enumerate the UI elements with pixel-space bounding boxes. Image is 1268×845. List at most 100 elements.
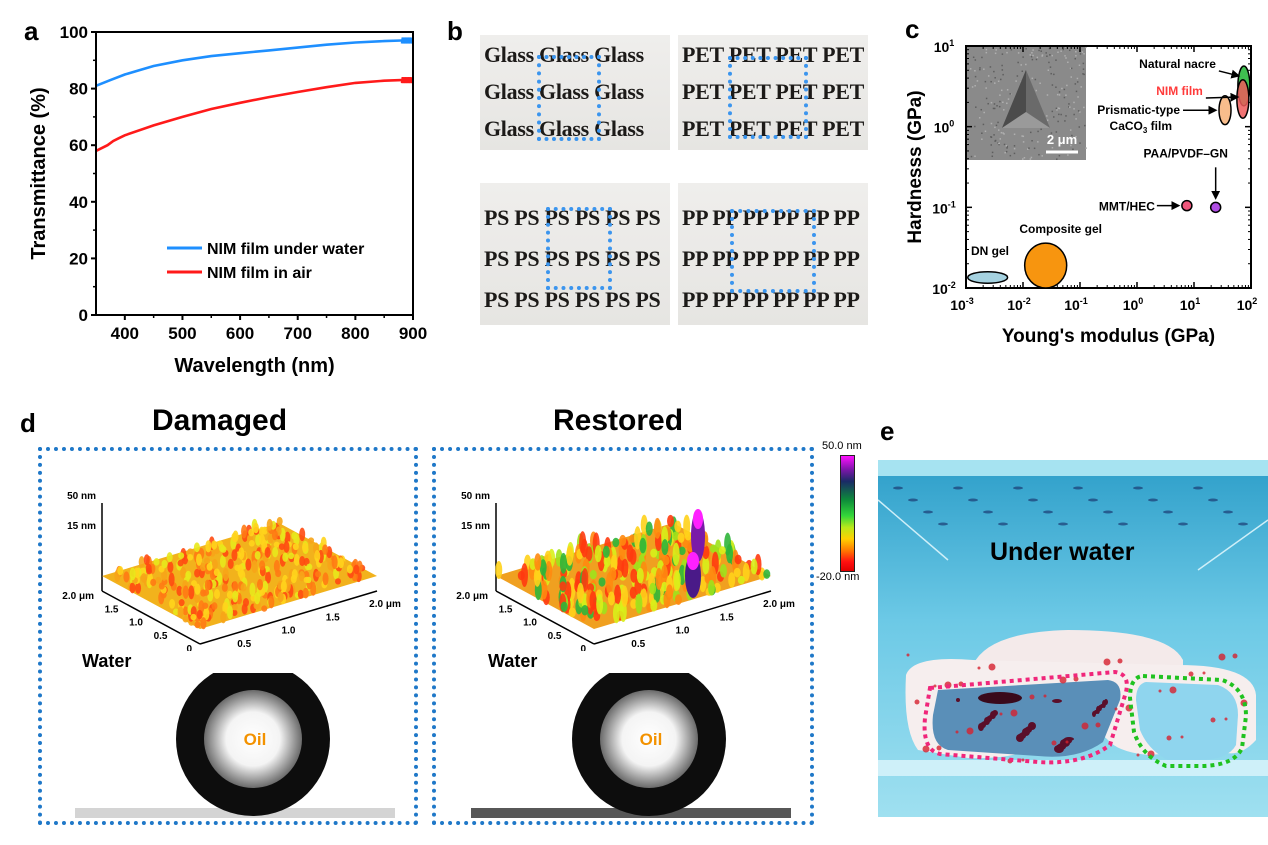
x-tick-label: 500 [168,324,196,343]
oil-splatter [1167,736,1172,741]
afm-y-tick: 1.0 [523,618,537,629]
surface-droplet [1103,511,1113,514]
hardness-modulus-chart: 2 μm10-3 10-2 10-1 100 101 10210-210-1100101Y… [870,0,1268,360]
label-arrow [1206,97,1238,98]
x-axis-label: Young's modulus (GPa) [1002,326,1215,347]
oil-spot [1016,734,1024,742]
surface-droplet [1013,487,1023,490]
oil-spot [978,723,984,731]
restored-frame: 50 nm 15 nm 2.0 μm 1.5 1.0 0.5 0 0.5 1.0 1.5 2.0 μ… [432,447,814,825]
series-noise-0 [402,38,413,44]
y-tick-label: 10-1 [932,199,956,216]
under-water-caption: Under water [990,538,1134,567]
afm-y-tick: 2.0 μm [456,591,488,602]
film-highlight-box [537,55,601,141]
x-tick-label: 10-1 [1064,296,1088,313]
surface-droplet [1118,523,1128,526]
afm-y-tick: 2.0 μm [62,591,94,602]
restored-afm-surface: 50 nm 15 nm 2.0 μm 1.5 1.0 0.5 0 0.5 1.0 1.5 2.0 μ… [436,451,810,651]
oil-spot [956,698,960,702]
oil-splatter [978,667,981,670]
oil-splatter [1066,741,1069,744]
point-label: MMT/HEC [1099,200,1155,214]
surface-droplet [953,487,963,490]
x-axis-label: Wavelength (nm) [174,355,334,377]
oil-splatter [937,746,942,751]
oil-droplet-image: Oil [466,673,806,823]
damaged-afm-surface: 50 nm15 nm2.0 μm1.51.00.50 0.51.01.52.0 μ… [42,451,414,651]
oil-splatter [1233,654,1238,659]
afm-x-tick: 1.5 [720,612,734,623]
oil-splatter [923,746,930,753]
oil-splatter [967,728,974,735]
y-tick-label: 10-2 [932,280,956,297]
water-label: Water [488,651,537,672]
oil-label: Oil [640,730,663,749]
oil-spot [1052,699,1062,703]
surface-droplet [1058,523,1068,526]
oil-splatter [1022,759,1025,762]
panel-letter-d: d [20,410,36,436]
y-tick-label: 20 [69,249,88,268]
colorbar-min-label: -20.0 nm [816,571,859,583]
series-line-0 [96,41,413,86]
surface-droplet [1163,511,1173,514]
oil-splatter [1118,659,1123,664]
oil-splatter [1219,654,1226,661]
afm-y-tick: 0.5 [548,631,562,642]
y-tick-label: 80 [69,80,88,99]
point-label: NIM film [1156,84,1203,98]
damaged-frame: 50 nm 15 nm 2.0 μm 1.5 1.0 0.5 0 0.5 1.0 1.5 2.0 μ… [38,447,418,825]
afm-z-label: 50 nm [461,491,490,502]
afm-z-label: 15 nm [67,521,96,532]
surface-droplet [1088,499,1098,502]
surface-droplet [1133,487,1143,490]
afm-x-tick: 2.0 μm [369,599,401,610]
surface-droplet [1208,499,1218,502]
x-tick-label: 10-2 [1007,296,1031,313]
afm-y-tick: 1.5 [499,604,513,615]
oil-splatter [1030,695,1035,700]
x-tick-label: 100 [1123,296,1144,313]
afm-x-tick: 1.0 [676,626,690,637]
surface-droplet [1223,511,1233,514]
series-noise-1 [402,77,413,83]
scale-bar-label: 2 μm [1047,132,1077,147]
surface-droplet [893,487,903,490]
y-tick-label: 100 [60,23,88,42]
afm-y-tick: 1.0 [129,618,143,629]
x-tick-label: 101 [1180,296,1201,313]
data-point-2 [1182,201,1192,211]
oil-label: Oil [244,730,267,749]
y-tick-label: 0 [79,306,88,325]
x-tick-label: 900 [399,324,427,343]
oil-splatter [1052,741,1057,746]
surface-droplet [1073,487,1083,490]
oil-splatter [956,731,959,734]
surface-droplet [998,523,1008,526]
point-label: Composite gel [1019,222,1102,236]
y-axis-label: Hardnesss (GPa) [905,90,926,243]
x-tick-label: 600 [226,324,254,343]
afm-x-tick: 0.5 [631,639,645,650]
oil-spot [1092,711,1096,717]
surface-droplet [1193,487,1203,490]
point-label: DN gel [971,244,1009,258]
surface-droplet [983,511,993,514]
surface-droplet [1178,523,1188,526]
surface-droplet [968,499,978,502]
afm-surface [495,509,771,629]
y-tick-label: 60 [69,136,88,155]
oil-droplet-image: Oil [70,673,410,823]
damaged-title: Damaged [152,404,287,438]
data-point-6 [1237,80,1249,118]
point-label: PAA/PVDF–GN [1143,146,1227,160]
afm-y-tick: 1.5 [105,604,119,615]
oil-splatter [1104,659,1111,666]
surface-droplet [923,511,933,514]
left-lens [933,680,1121,757]
printed-text-row: PS PS PS PS PS PS [484,287,660,313]
data-point-0 [968,272,1008,284]
oil-splatter [1011,710,1018,717]
oil-spot [1054,745,1064,753]
